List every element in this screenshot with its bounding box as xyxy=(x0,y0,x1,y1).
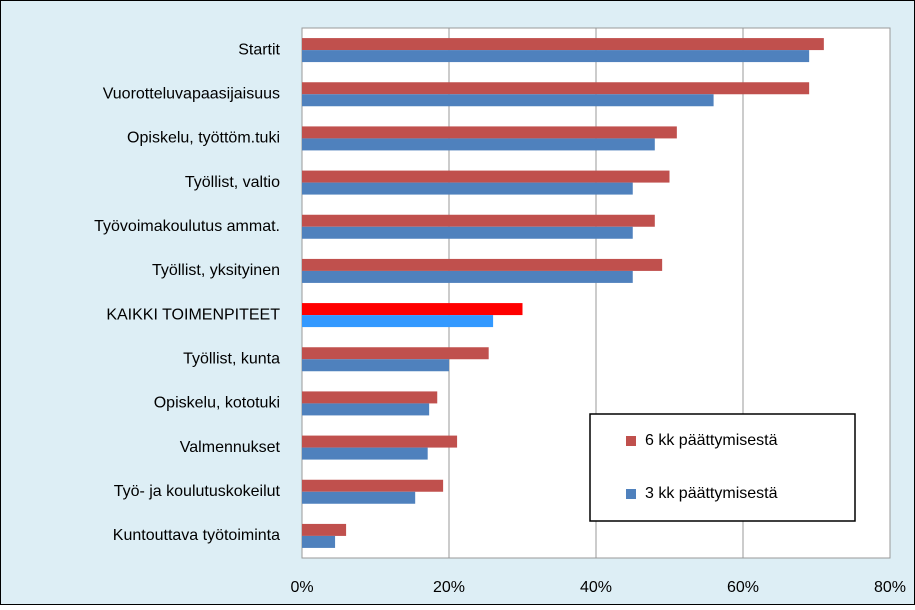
bar xyxy=(302,82,810,95)
bar xyxy=(302,403,430,416)
bar xyxy=(302,126,677,139)
bar xyxy=(302,270,633,283)
y-tick-label: Työllist, valtio xyxy=(185,174,280,191)
y-tick-label: Opiskelu, kototuki xyxy=(154,395,280,412)
y-tick-label: KAIKKI TOIMENPITEET xyxy=(106,306,280,323)
x-tick-label: 60% xyxy=(727,579,759,596)
y-tick-label: Työllist, kunta xyxy=(183,350,280,367)
bar xyxy=(302,182,633,195)
x-tick-label: 0% xyxy=(290,579,313,596)
y-tick-label: Startit xyxy=(238,41,280,58)
bar xyxy=(302,535,336,548)
bar xyxy=(302,138,655,151)
bar xyxy=(302,38,824,51)
bar xyxy=(302,447,428,460)
y-tick-label: Kuntouttava työtoiminta xyxy=(113,527,280,544)
y-tick-label: Opiskelu, työttöm.tuki xyxy=(127,130,280,147)
y-tick-label: Työllist, yksityinen xyxy=(152,262,280,279)
legend-swatch xyxy=(626,436,636,446)
bar xyxy=(302,479,444,492)
y-tick-label: Valmennukset xyxy=(180,439,281,456)
bar xyxy=(302,303,523,316)
legend: 6 kk päättymisestä 3 kk päättymisestä xyxy=(589,413,856,522)
y-tick-label: Työ- ja koulutuskokeilut xyxy=(114,483,281,500)
bar xyxy=(302,435,458,448)
bar xyxy=(302,359,449,372)
bar xyxy=(302,170,670,183)
bar xyxy=(302,50,810,63)
bar xyxy=(302,391,438,404)
bar xyxy=(302,258,663,271)
y-tick-label: Työvoimakoulutus ammat. xyxy=(94,218,280,235)
x-tick-label: 40% xyxy=(580,579,612,596)
bar xyxy=(302,491,416,504)
legend-swatch xyxy=(626,489,636,499)
legend-label: 3 kk päättymisestä xyxy=(645,485,778,502)
y-tick-label: Vuorotteluvapaasijaisuus xyxy=(103,85,280,102)
x-tick-label: 20% xyxy=(433,579,465,596)
bar xyxy=(302,226,633,239)
bar xyxy=(302,347,489,360)
bar xyxy=(302,214,655,227)
bar xyxy=(302,315,494,328)
legend-box xyxy=(589,413,856,522)
legend-label: 6 kk päättymisestä xyxy=(645,432,778,449)
bar xyxy=(302,523,347,536)
x-tick-label: 80% xyxy=(874,579,906,596)
bar xyxy=(302,94,714,107)
